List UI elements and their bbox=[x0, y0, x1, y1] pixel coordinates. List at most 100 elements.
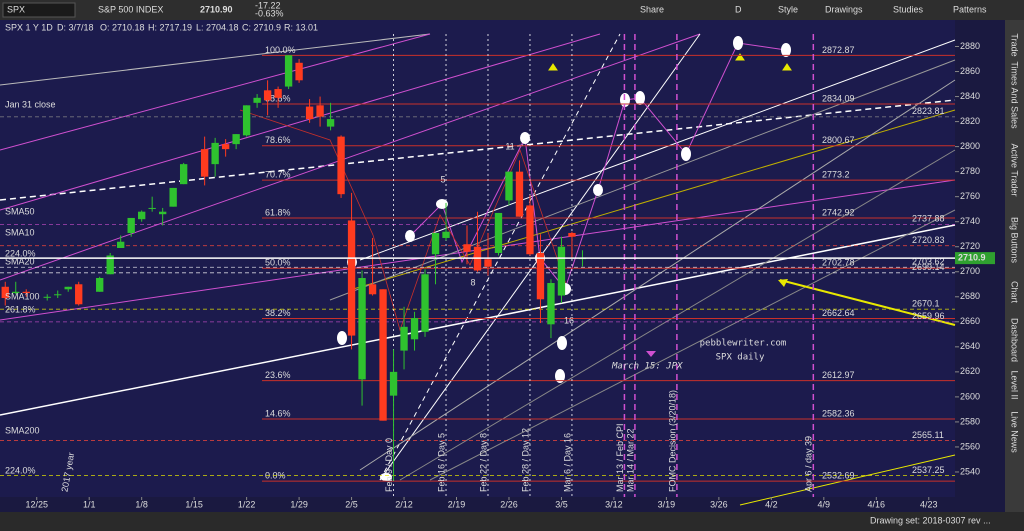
symbol-box[interactable] bbox=[2, 2, 76, 18]
level-label: 2699.14 bbox=[912, 262, 945, 272]
change: -17.22 bbox=[255, 0, 281, 10]
sidebar-tab[interactable]: Times And Sales bbox=[1010, 61, 1020, 129]
toolbar-button[interactable]: Style bbox=[778, 4, 798, 14]
y-tick-label: 2880 bbox=[960, 41, 980, 51]
x-tick-label: 4/16 bbox=[868, 499, 886, 509]
candle-body bbox=[54, 294, 62, 296]
x-tick-label: 3/5 bbox=[555, 499, 568, 509]
candle-body bbox=[117, 241, 125, 248]
x-tick-label: 3/19 bbox=[658, 499, 676, 509]
study-label: SMA200 bbox=[5, 425, 40, 435]
toolbar-button[interactable]: Share bbox=[640, 4, 664, 14]
candle-body bbox=[568, 232, 576, 237]
fib-percent: 14.6% bbox=[265, 408, 291, 418]
fib-percent: 38.2% bbox=[265, 308, 291, 318]
candle-body bbox=[463, 244, 471, 252]
status-bar bbox=[0, 512, 1024, 531]
candle-body bbox=[515, 171, 524, 217]
study-label: 224.0% bbox=[5, 465, 36, 475]
candle-body bbox=[211, 142, 219, 165]
toolbar-button[interactable]: Drawings bbox=[825, 4, 863, 14]
candle-body bbox=[96, 278, 104, 292]
candle-body bbox=[410, 318, 419, 340]
x-tick-label: 12/25 bbox=[25, 499, 48, 509]
fib-percent: 70.7% bbox=[265, 170, 291, 180]
toolbar-button[interactable]: Patterns bbox=[953, 4, 987, 14]
candle-body bbox=[526, 205, 534, 255]
x-tick-label: 2/19 bbox=[448, 499, 466, 509]
event-label: FOMC Decision (3/20/18) bbox=[667, 390, 677, 492]
fib-percent: 78.6% bbox=[265, 135, 291, 145]
sidebar-tab[interactable]: Chart bbox=[1010, 281, 1020, 304]
candle-body bbox=[389, 371, 398, 396]
y-tick-label: 2760 bbox=[960, 191, 980, 201]
toolbar-button[interactable]: Studies bbox=[893, 4, 924, 14]
level-label: 2823.81 bbox=[912, 106, 945, 116]
sidebar-tab[interactable]: Level II bbox=[1010, 370, 1020, 399]
x-tick-label: 2/5 bbox=[345, 499, 358, 509]
candle-body bbox=[64, 286, 72, 290]
x-tick-label: 4/23 bbox=[920, 499, 938, 509]
fib-percent: 50.0% bbox=[265, 258, 291, 268]
level-label: 2720.83 bbox=[912, 235, 945, 245]
candle-body bbox=[295, 62, 303, 81]
sidebar-tab[interactable]: Dashboard bbox=[1010, 318, 1020, 362]
candle-body bbox=[138, 211, 146, 220]
x-tick-label: 1/8 bbox=[135, 499, 148, 509]
change-pct: -0.63% bbox=[255, 8, 284, 18]
fib-value: 2702.78 bbox=[822, 258, 855, 268]
study-label: Jan 31 close bbox=[5, 99, 56, 109]
sidebar-tab[interactable]: Active Trader bbox=[1010, 143, 1020, 196]
candle-body bbox=[253, 97, 261, 103]
candle-body bbox=[221, 144, 230, 150]
event-label: Feb 9 / Day 0 bbox=[384, 438, 394, 492]
wave-label: 11 bbox=[505, 141, 514, 151]
fib-value: 2773.2 bbox=[822, 170, 850, 180]
candle-body bbox=[12, 291, 20, 294]
fib-value: 2872.87 bbox=[822, 45, 855, 55]
level-label: 2737.88 bbox=[912, 214, 945, 224]
candle-body bbox=[316, 105, 324, 117]
sidebar-tab[interactable]: Trade bbox=[1010, 33, 1020, 56]
y-tick-label: 2660 bbox=[960, 316, 980, 326]
fib-value: 2800.67 bbox=[822, 135, 855, 145]
fib-value: 2532.69 bbox=[822, 470, 855, 480]
candle-body bbox=[547, 283, 555, 325]
info-item: H: 2717.19 bbox=[148, 22, 192, 32]
candle-body bbox=[358, 278, 366, 380]
event-label: Apr 6 / day 39 bbox=[804, 436, 814, 492]
level-label: 2659.96 bbox=[912, 311, 945, 321]
candle-body bbox=[368, 284, 377, 295]
candle-body bbox=[22, 291, 30, 294]
info-item: L: 2704.18 bbox=[196, 22, 239, 32]
candle-body bbox=[200, 149, 209, 177]
status-text: Drawing set: 2018-0307 rev ... bbox=[870, 515, 991, 525]
event-label: Feb 22 / Day 8 bbox=[478, 433, 488, 492]
level-label: 2670.1 bbox=[912, 299, 940, 309]
candle-body bbox=[347, 220, 356, 336]
toolbar-button[interactable]: D bbox=[735, 4, 742, 14]
y-tick-label: 2600 bbox=[960, 391, 980, 401]
x-tick-label: 4/2 bbox=[765, 499, 778, 509]
x-tick-label: 4/9 bbox=[818, 499, 831, 509]
wave-label: 5 bbox=[440, 174, 445, 184]
x-tick-label: 2/26 bbox=[500, 499, 518, 509]
candle-body bbox=[284, 55, 293, 87]
last-price: 2710.90 bbox=[200, 4, 233, 14]
toolbar bbox=[0, 0, 1024, 20]
candle-body bbox=[442, 231, 450, 238]
time-axis bbox=[0, 497, 1005, 512]
y-tick-label: 2820 bbox=[960, 116, 980, 126]
candle-body bbox=[557, 246, 566, 296]
candle-body bbox=[169, 187, 177, 207]
sidebar-tab[interactable]: Big Buttons bbox=[1010, 217, 1020, 264]
sidebar-tab[interactable]: Live News bbox=[1010, 411, 1020, 453]
wave-label: 16 bbox=[564, 315, 574, 325]
sidebar bbox=[1005, 20, 1024, 512]
last-price-box bbox=[955, 252, 995, 265]
y-tick-label: 2560 bbox=[960, 441, 980, 451]
candle-body bbox=[179, 164, 188, 185]
description: S&P 500 INDEX bbox=[98, 4, 163, 14]
symbol[interactable]: SPX bbox=[7, 4, 25, 14]
